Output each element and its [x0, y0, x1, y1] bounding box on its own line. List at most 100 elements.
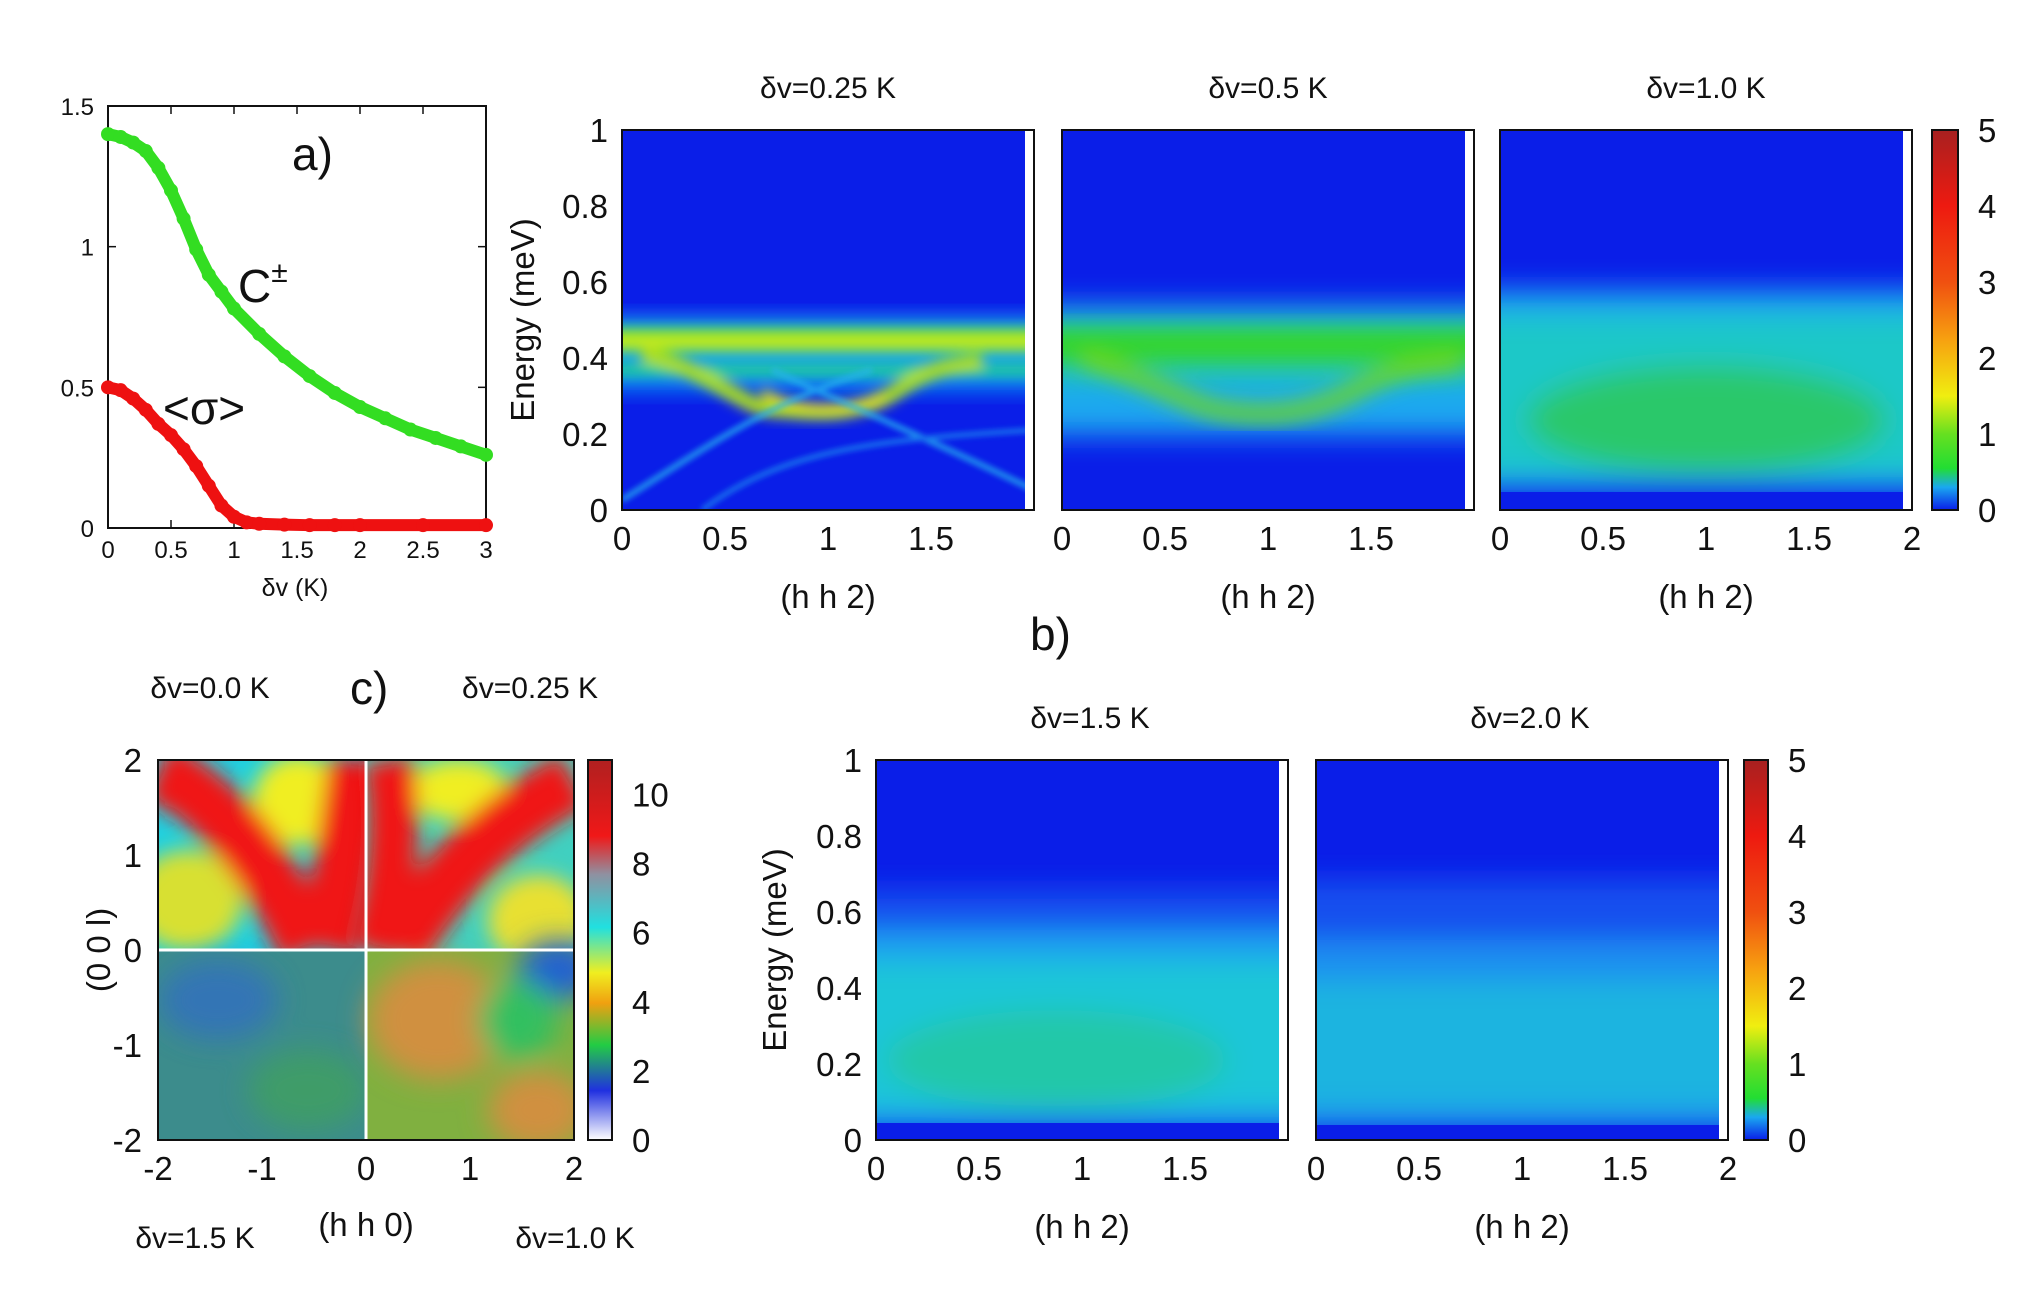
map2-xtick-label: 0	[1053, 520, 1071, 557]
series-point-c-pm	[164, 183, 178, 198]
panel-a-ytick-label: 0	[81, 516, 94, 543]
panel-c-xtick-label: -1	[247, 1150, 276, 1187]
energy-tick-label: 0.6	[562, 264, 608, 301]
panel-c-frame	[157, 759, 575, 1141]
map5-white-strip	[1719, 760, 1728, 1140]
q3-blue-patch	[158, 960, 278, 1040]
series-point-sigma	[214, 498, 229, 513]
panel-c-ytick-label: 0	[124, 932, 142, 969]
map1-title: δv=0.25 K	[760, 72, 896, 105]
series-point-sigma	[151, 416, 166, 431]
map3-xtick-label: 1	[1697, 520, 1715, 557]
map3-green-blob	[1526, 365, 1886, 475]
series-point-c-pm	[353, 400, 367, 415]
colorbar-tick-label: 4	[1788, 818, 1806, 855]
map4-xtick-label: 1.5	[1162, 1150, 1208, 1187]
map4-white-strip	[1279, 760, 1288, 1140]
panel-a-xtick-label: 0	[101, 537, 114, 564]
series-label-c-sup: ±	[271, 256, 287, 289]
map3-xtick-label: 2	[1903, 520, 1921, 557]
map3-xtick-label: 0	[1491, 520, 1509, 557]
heatmap-dv-0.25	[621, 129, 1035, 511]
panel-b-bottom-row: Energy (meV) 0 0.2 0.4 0.6 0.8 1	[756, 702, 1806, 1245]
quadrant-top-left	[158, 760, 388, 963]
series-point-c-pm	[126, 135, 141, 150]
map1-white-strip	[1025, 130, 1034, 510]
panel-c-xtick-label: -2	[143, 1150, 172, 1187]
energy-tick-label: 0.8	[816, 818, 862, 855]
series-point-sigma	[189, 459, 204, 474]
series-point-c-pm	[151, 160, 166, 175]
energy-tick-label: 0	[590, 492, 608, 529]
panel-a-xtick-label: 2	[353, 537, 366, 564]
panel-c-xtick-label: 0	[357, 1150, 375, 1187]
series-point-c-pm	[101, 127, 115, 142]
map2-xtick-label: 0.5	[1142, 520, 1188, 557]
series-point-sigma	[353, 518, 367, 533]
map3-xtick-label: 0.5	[1580, 520, 1626, 557]
colorbar-tick-label: 2	[1978, 340, 1996, 377]
map1-xtick-label: 1	[819, 520, 837, 557]
series-label-c: C±	[238, 256, 288, 312]
panel-a-xlabel: δv (K)	[262, 574, 329, 602]
map1-low-branch	[700, 427, 1034, 510]
map2-xtick-label: 1	[1259, 520, 1277, 557]
colorbar-c-tick-label: 0	[632, 1122, 650, 1159]
panel-c-xtick-label: 1	[461, 1150, 479, 1187]
quadrant-bottom-right	[366, 940, 574, 1140]
series-point-c-pm	[227, 301, 241, 316]
map2-xtick-label: 1.5	[1348, 520, 1394, 557]
panel-a-ytick-label: 1	[81, 235, 94, 262]
map5-xlabel: (h h 2)	[1474, 1208, 1569, 1245]
map3-frame	[1499, 129, 1913, 511]
q4-orange-center	[368, 960, 508, 1080]
panel-c-xtick-label: 2	[565, 1150, 583, 1187]
panel-a-xtick-label: 3	[479, 537, 492, 564]
panel-c-ytick-label: -1	[113, 1027, 142, 1064]
q1-red-arm-right	[298, 760, 388, 956]
series-point-c-pm	[189, 242, 204, 257]
map2-dispersive-arc	[1079, 349, 1463, 423]
series-point-c-pm	[201, 267, 216, 282]
series-point-sigma	[277, 517, 292, 532]
quadrant-title-bottom-right: δv=1.0 K	[515, 1222, 634, 1255]
energy-tick-label: 1	[844, 742, 862, 779]
map2-white-strip	[1465, 130, 1474, 510]
energy-tick-label: 0	[844, 1122, 862, 1159]
map3-xlabel: (h h 2)	[1658, 578, 1753, 615]
map1-xtick-label: 1.5	[908, 520, 954, 557]
quadrant-title-bottom-left: δv=1.5 K	[135, 1222, 254, 1255]
map5-title: δv=2.0 K	[1470, 702, 1589, 735]
series-point-c-pm	[176, 211, 191, 226]
series-point-c-pm	[214, 284, 229, 299]
series-point-sigma	[164, 428, 178, 443]
map1-flat-band-core	[622, 334, 1034, 348]
energy-tick-label: 0.4	[816, 970, 862, 1007]
colorbar-tick-label: 3	[1978, 264, 1996, 301]
quadrant-title-top-left: δv=0.0 K	[150, 672, 269, 705]
colorbar-tick-label: 1	[1978, 416, 1996, 453]
series-point-c-pm	[302, 369, 317, 384]
colorbar-tick-label: 0	[1978, 492, 1996, 529]
map5-xtick-label: 1	[1513, 1150, 1531, 1187]
colorbar-b-bottom-fill	[1743, 759, 1769, 1141]
colorbar-b-top: 0 1 2 3 4 5	[1931, 112, 1996, 529]
colorbar-tick-label: 4	[1978, 188, 1996, 225]
map1-xtick-label: 0.5	[702, 520, 748, 557]
map3-title: δv=1.0 K	[1646, 72, 1765, 105]
series-point-c-pm	[113, 129, 128, 144]
map1-xtick-label: 0	[613, 520, 631, 557]
colorbar-tick-label: 1	[1788, 1046, 1806, 1083]
map5-bottom-edge	[1316, 1125, 1728, 1140]
q1-red-corner	[158, 760, 198, 810]
panel-a-ytick-label: 0.5	[61, 375, 94, 402]
map3-xtick-label: 1.5	[1786, 520, 1832, 557]
colorbar-c-tick-label: 6	[632, 915, 650, 952]
colorbar-c: 0 2 4 6 8 10	[587, 759, 669, 1159]
panel-a-label: a)	[292, 128, 333, 180]
panel-c-label: c)	[350, 662, 388, 714]
panel-c-ytick-label: -2	[113, 1122, 142, 1159]
map5-frame	[1315, 759, 1729, 1141]
q3-green-patch	[248, 1050, 368, 1130]
map4-frame	[875, 759, 1289, 1141]
